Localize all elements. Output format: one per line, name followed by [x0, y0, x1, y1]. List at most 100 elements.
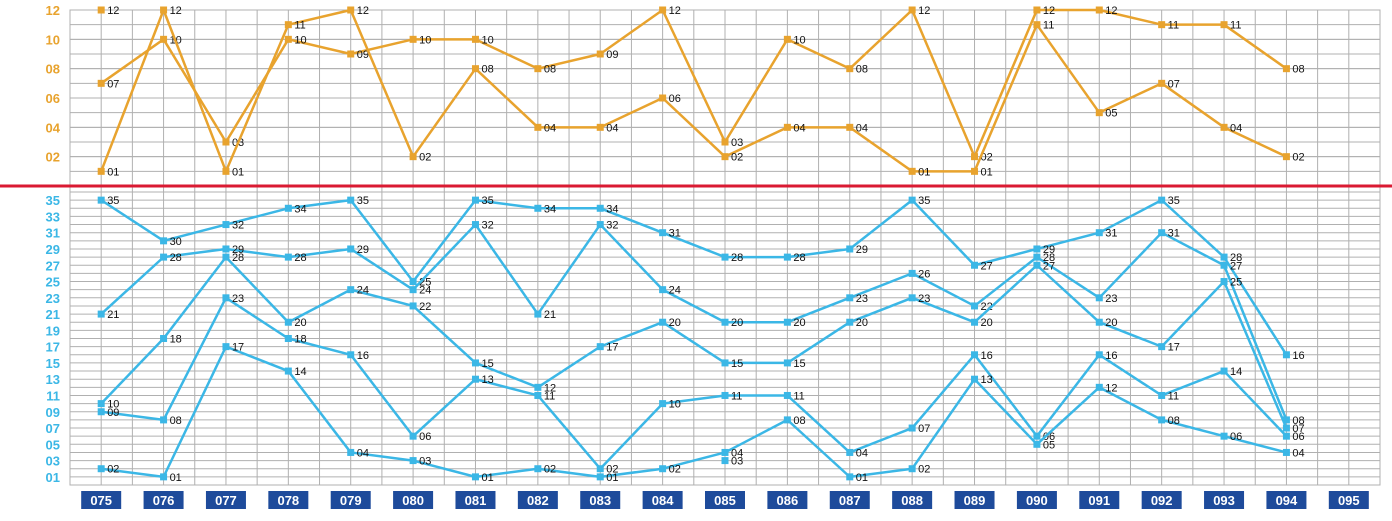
series-marker — [347, 7, 354, 14]
value-label: 35 — [107, 195, 119, 207]
series-marker — [784, 36, 791, 43]
series-marker — [1096, 294, 1103, 301]
series-marker — [971, 153, 978, 160]
value-label: 04 — [606, 122, 618, 134]
grid — [70, 10, 1380, 485]
x-label: 090 — [1026, 493, 1048, 508]
value-label: 24 — [669, 285, 681, 297]
ytick-lower: 19 — [46, 323, 60, 338]
series-marker — [1096, 229, 1103, 236]
series-marker — [846, 473, 853, 480]
ytick-lower: 09 — [46, 405, 60, 420]
series-marker — [285, 21, 292, 28]
series-marker — [534, 311, 541, 318]
value-label: 25 — [1230, 277, 1242, 289]
value-label: 24 — [419, 285, 431, 297]
value-label: 02 — [1292, 152, 1304, 164]
series-marker — [98, 465, 105, 472]
series-marker — [534, 384, 541, 391]
value-label: 08 — [170, 415, 182, 427]
value-label: 08 — [1168, 415, 1180, 427]
value-label: 27 — [1230, 260, 1242, 272]
series-marker — [909, 294, 916, 301]
x-label: 084 — [652, 493, 674, 508]
series-marker — [846, 245, 853, 252]
series-marker — [98, 80, 105, 87]
series-marker — [1096, 384, 1103, 391]
series-marker — [285, 319, 292, 326]
value-label: 10 — [481, 34, 493, 46]
value-label: 03 — [731, 456, 743, 468]
series-marker — [659, 400, 666, 407]
x-label: 083 — [589, 493, 611, 508]
value-label: 28 — [793, 252, 805, 264]
value-label: 27 — [1043, 260, 1055, 272]
series-marker — [909, 7, 916, 14]
series-marker — [659, 286, 666, 293]
value-label: 12 — [1105, 382, 1117, 394]
value-label: 04 — [1292, 447, 1304, 459]
series-marker — [222, 343, 229, 350]
value-label: 09 — [107, 407, 119, 419]
series-marker — [971, 302, 978, 309]
x-label: 089 — [964, 493, 986, 508]
series-marker — [1096, 351, 1103, 358]
x-label: 092 — [1151, 493, 1173, 508]
series-marker — [1096, 319, 1103, 326]
series-marker — [1283, 449, 1290, 456]
value-label: 10 — [793, 34, 805, 46]
series-group: 0710031009101008091203100812021212111108… — [98, 5, 1305, 178]
value-label: 04 — [793, 122, 805, 134]
value-label: 20 — [294, 317, 306, 329]
series-marker — [659, 465, 666, 472]
series-marker — [971, 376, 978, 383]
value-label: 08 — [793, 415, 805, 427]
value-label: 20 — [793, 317, 805, 329]
series-marker — [597, 343, 604, 350]
series-marker — [659, 95, 666, 102]
value-label: 32 — [481, 220, 493, 232]
ytick-upper: 06 — [46, 91, 60, 106]
series-marker — [285, 36, 292, 43]
series-marker — [472, 36, 479, 43]
series-marker — [534, 124, 541, 131]
value-label: 16 — [981, 350, 993, 362]
value-label: 04 — [856, 447, 868, 459]
series-marker — [285, 368, 292, 375]
value-label: 12 — [918, 5, 930, 17]
series-marker — [659, 319, 666, 326]
series-marker — [472, 65, 479, 72]
value-label: 20 — [981, 317, 993, 329]
value-label: 04 — [1230, 122, 1242, 134]
value-label: 20 — [669, 317, 681, 329]
value-label: 35 — [918, 195, 930, 207]
series-marker — [285, 205, 292, 212]
series-marker — [160, 36, 167, 43]
series-marker — [410, 302, 417, 309]
value-label: 28 — [294, 252, 306, 264]
series-marker — [222, 254, 229, 261]
series-marker — [909, 465, 916, 472]
series-marker — [98, 400, 105, 407]
value-label: 05 — [1043, 439, 1055, 451]
value-label: 23 — [918, 293, 930, 305]
series-marker — [1033, 21, 1040, 28]
series-marker — [784, 254, 791, 261]
value-label: 11 — [544, 390, 555, 402]
value-label: 11 — [1168, 390, 1179, 402]
value-label: 04 — [357, 447, 369, 459]
value-label: 11 — [793, 390, 804, 402]
value-label: 28 — [232, 252, 244, 264]
value-label: 12 — [357, 5, 369, 17]
x-label: 078 — [277, 493, 299, 508]
series-marker — [971, 319, 978, 326]
value-label: 01 — [170, 472, 182, 484]
series-marker — [1221, 368, 1228, 375]
value-label: 23 — [856, 293, 868, 305]
series-marker — [472, 221, 479, 228]
value-label: 05 — [1105, 108, 1117, 120]
series-marker — [846, 65, 853, 72]
value-label: 09 — [606, 49, 618, 61]
series-marker — [1221, 124, 1228, 131]
series-marker — [722, 359, 729, 366]
